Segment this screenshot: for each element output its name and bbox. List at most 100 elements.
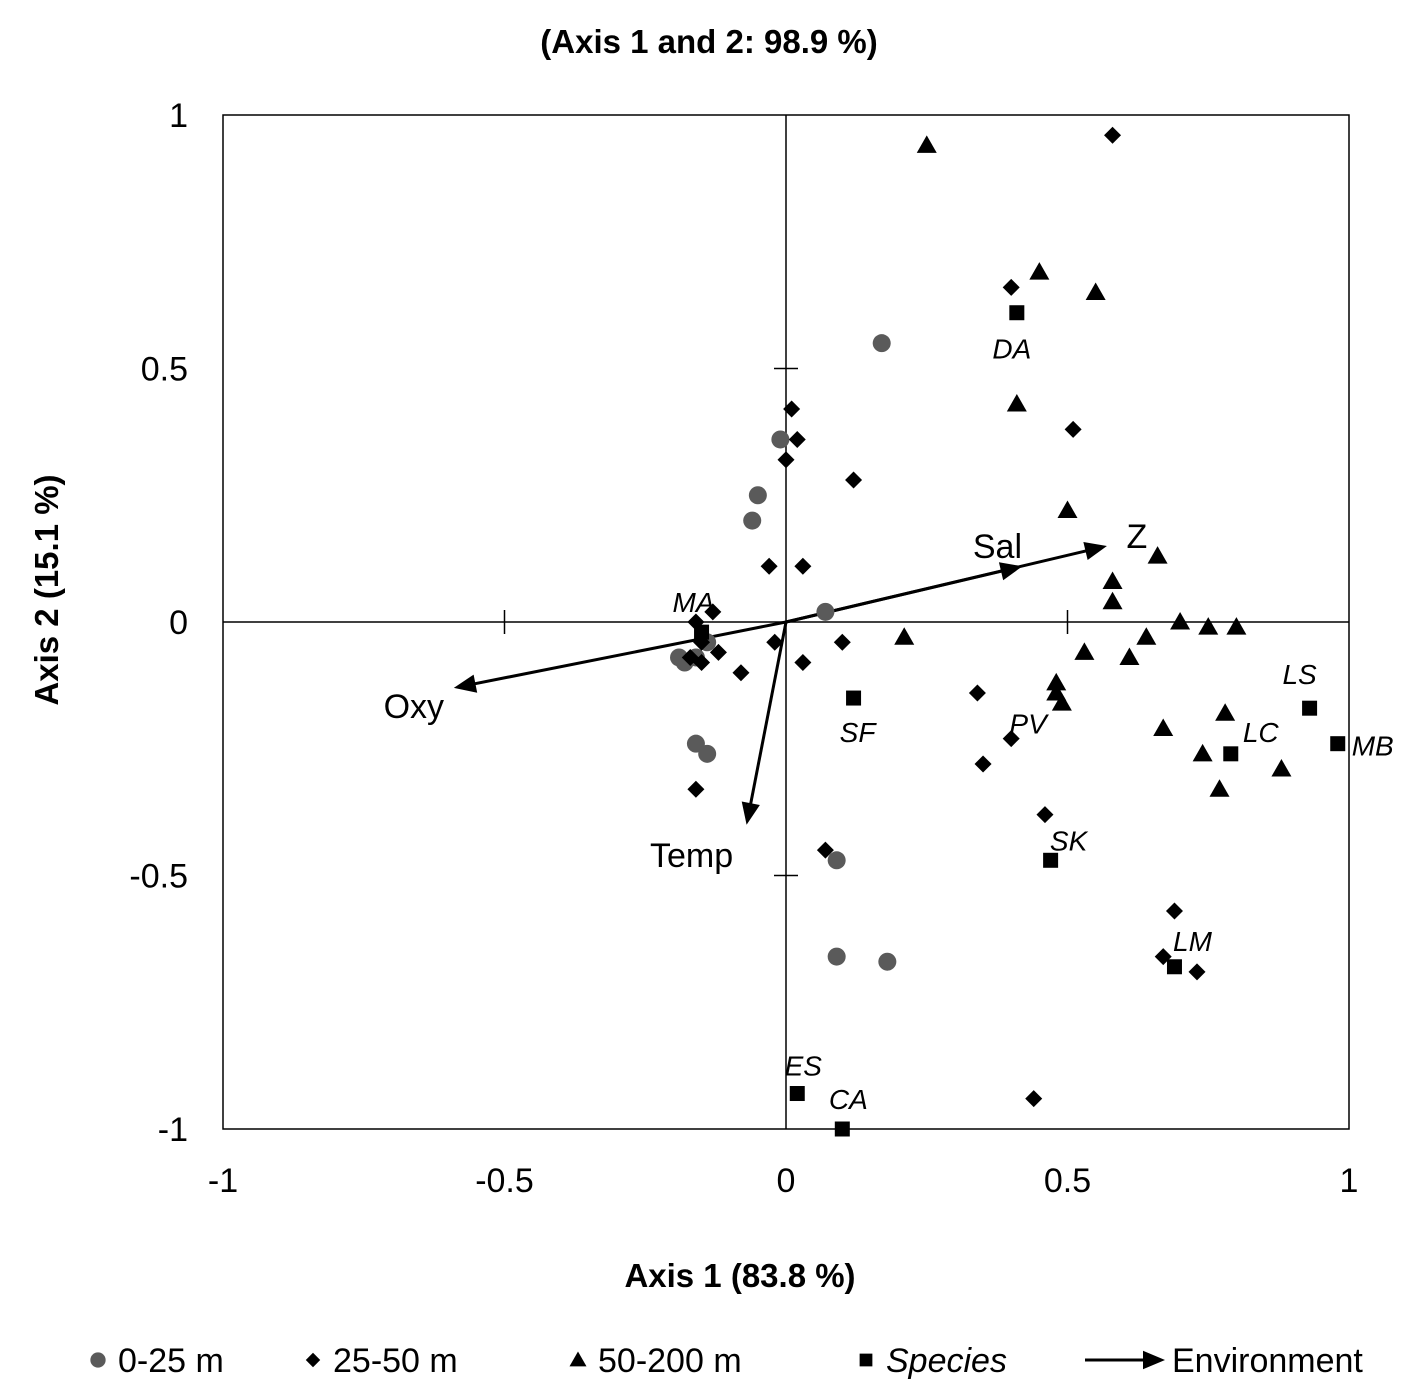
y-tick-label: -1 <box>158 1111 188 1149</box>
species-label: ES <box>785 1051 823 1082</box>
diamond-point <box>1002 278 1020 296</box>
circle-point <box>771 430 790 449</box>
circle-point <box>748 486 767 505</box>
species-label: SK <box>1050 825 1089 856</box>
legend-label: 0-25 m <box>118 1342 224 1380</box>
species-point <box>789 1086 805 1102</box>
env-label: Z <box>1127 518 1148 556</box>
env-arrow-head <box>1083 542 1107 561</box>
diamond-point <box>833 633 851 651</box>
species-label: LM <box>1173 926 1213 957</box>
diamond-point <box>845 471 863 489</box>
legend-label: Species <box>886 1342 1007 1380</box>
triangle-point <box>1170 612 1191 630</box>
legend-label: Environment <box>1172 1342 1363 1380</box>
diamond-point <box>794 654 812 672</box>
legend-diamond-marker <box>305 1352 321 1368</box>
triangle-point <box>916 135 937 153</box>
env-arrow-head <box>741 801 760 825</box>
legend-triangle-marker <box>569 1351 587 1367</box>
circle-point <box>698 744 717 763</box>
diamond-point <box>794 557 812 575</box>
triangle-point <box>1006 393 1027 412</box>
y-tick-label: 0.5 <box>141 351 188 389</box>
diamond-point <box>760 557 778 575</box>
diamond-point <box>1025 1090 1043 1108</box>
triangle-point <box>1147 546 1168 564</box>
species-point <box>1043 852 1059 868</box>
y-axis-title: Axis 2 (15.1 %) <box>28 474 65 705</box>
diamond-point <box>816 841 834 859</box>
x-tick-label: 0 <box>777 1162 796 1200</box>
triangle-point <box>1226 617 1247 635</box>
diamond-point <box>788 430 806 448</box>
diamond-point <box>687 780 705 798</box>
species-label: SF <box>840 717 878 748</box>
diamond-point <box>704 603 722 621</box>
legend-square-marker <box>859 1353 873 1367</box>
triangle-point <box>1074 642 1095 660</box>
diamond-point <box>709 643 727 661</box>
species-point <box>834 1121 850 1137</box>
y-tick-label: -0.5 <box>129 858 188 896</box>
triangle-point <box>1085 282 1106 300</box>
diamond-point <box>1165 902 1183 920</box>
species-label: MA <box>673 587 715 618</box>
chart-title: (Axis 1 and 2: 98.9 %) <box>540 23 877 60</box>
triangle-point <box>894 627 915 645</box>
env-arrow-line <box>467 620 787 687</box>
legend-label: 50-200 m <box>598 1342 742 1380</box>
circle-point <box>827 851 846 870</box>
diamond-point <box>1104 126 1122 144</box>
species-point <box>694 624 710 640</box>
x-tick-label: 0.5 <box>1044 1162 1091 1200</box>
species-point <box>846 690 862 706</box>
diamond-point <box>1002 730 1020 748</box>
triangle-point <box>1029 262 1050 280</box>
triangle-point <box>1102 571 1123 589</box>
env-label: Oxy <box>384 688 444 726</box>
env-arrow-head <box>453 674 478 693</box>
species-point <box>1223 746 1239 762</box>
diamond-point <box>968 684 986 702</box>
diamond-point <box>783 400 801 418</box>
species-label: DA <box>992 334 1031 365</box>
triangle-point <box>1215 703 1236 721</box>
legend: 0-25 m 25-50 m 50-200 m Species Environment <box>90 1342 1363 1380</box>
diamond-point <box>693 654 711 672</box>
species-point <box>1330 736 1346 752</box>
x-axis-title: Axis 1 (83.8 %) <box>624 1257 855 1294</box>
species-point <box>1009 305 1025 321</box>
circle-point <box>827 947 846 966</box>
diamond-point <box>974 755 992 773</box>
legend-circle-marker <box>90 1352 106 1368</box>
triangle-point <box>1271 759 1292 777</box>
circle-point <box>743 511 762 530</box>
data-points <box>670 126 1346 1137</box>
env-arrow-line <box>747 621 788 812</box>
circle-point <box>872 334 891 353</box>
y-tick-label: 0 <box>169 604 188 642</box>
species-label: LC <box>1243 717 1280 748</box>
species-point <box>1166 959 1182 975</box>
triangle-point <box>1209 779 1230 797</box>
species-label: CA <box>829 1084 868 1115</box>
species-point <box>1302 700 1318 716</box>
species-label: LS <box>1282 659 1317 690</box>
triangle-point <box>1153 718 1174 736</box>
x-tick-label: -1 <box>208 1162 238 1200</box>
legend-arrow-head <box>1143 1350 1165 1370</box>
legend-label: 25-50 m <box>333 1342 458 1380</box>
diamond-point <box>777 451 795 469</box>
triangle-point <box>1046 672 1067 691</box>
environment-arrows <box>453 542 1107 825</box>
diamond-point <box>1036 806 1054 824</box>
circle-point <box>878 952 897 971</box>
x-tick-label: -0.5 <box>475 1162 534 1200</box>
triangle-point <box>1136 627 1157 645</box>
circle-point <box>816 602 835 621</box>
diamond-point <box>732 664 750 682</box>
env-arrow-line <box>785 547 1094 624</box>
diamond-point <box>766 633 784 651</box>
